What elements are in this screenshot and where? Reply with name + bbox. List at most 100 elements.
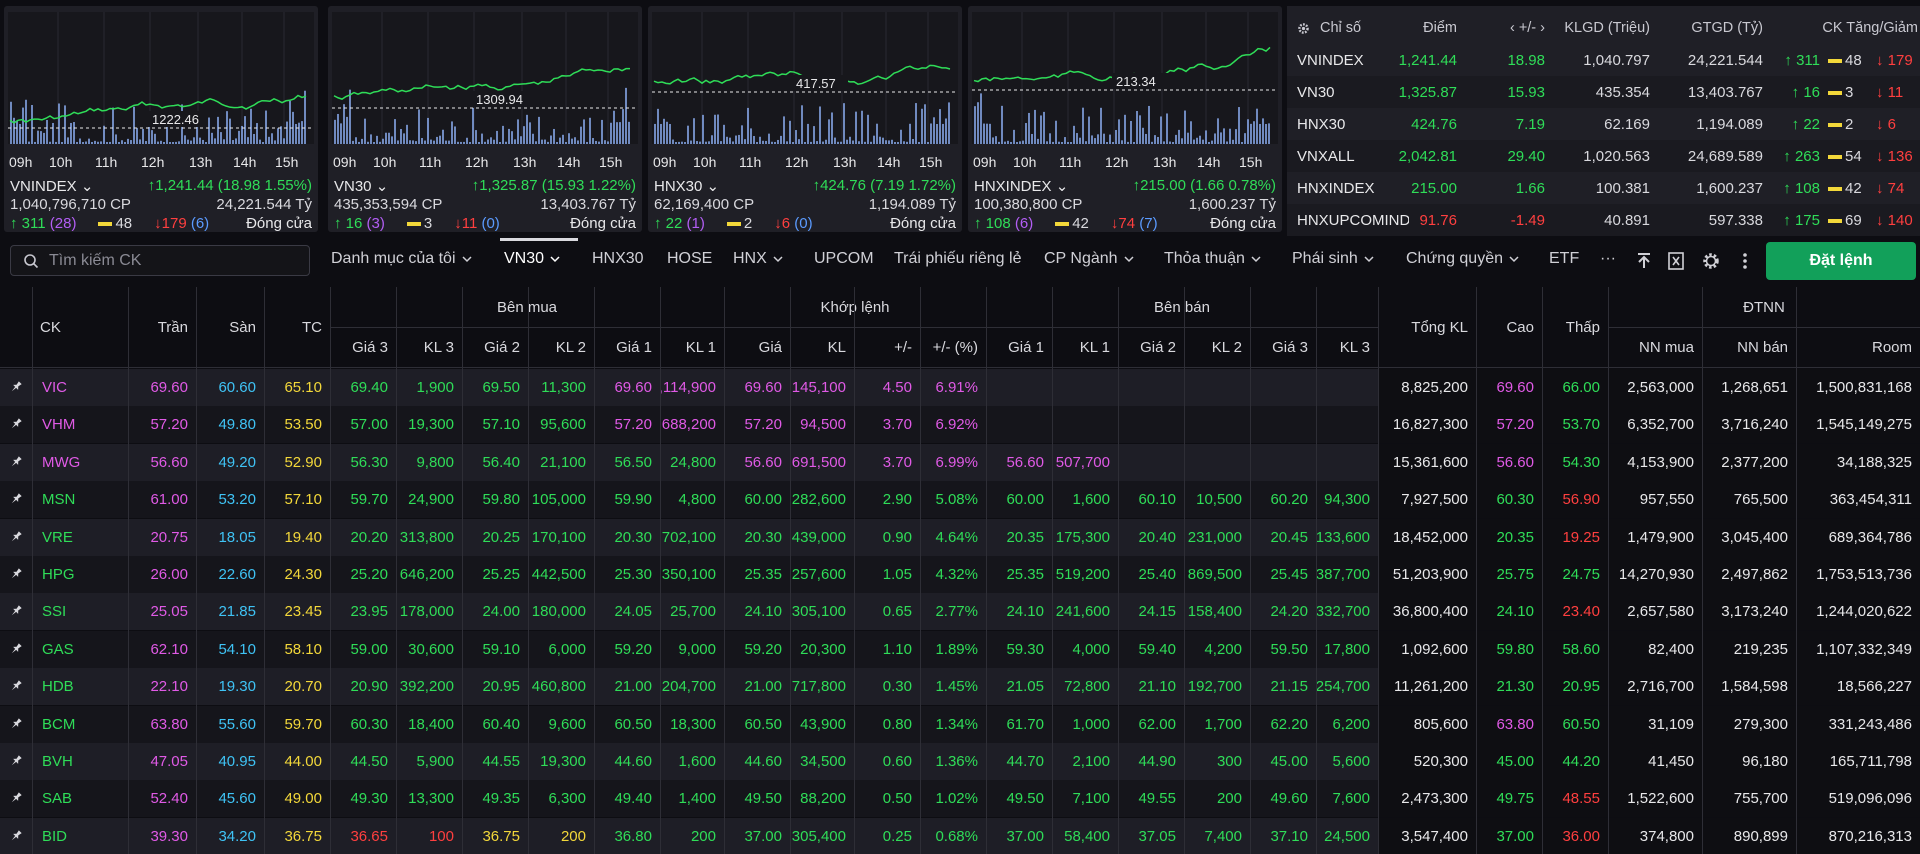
cell-ck[interactable]: SAB	[42, 790, 73, 808]
summary-row-vn30[interactable]: VN30 1,325.87 15.93 435.354 13,403.767 ↑ 16 3 ↓…	[1287, 76, 1920, 108]
table-row[interactable]: HPG 26.00 22.60 24.30 25.20 646,200 25.25 442,5…	[0, 556, 1920, 593]
table-row[interactable]: SSI 25.05 21.85 23.45 23.95 178,000 24.00 180,0…	[0, 593, 1920, 631]
table-row[interactable]: VRE 20.75 18.05 19.40 20.20 313,800 20.25 170,1…	[0, 518, 1920, 556]
table-row[interactable]: MWG 56.60 49.20 52.90 56.30 9,800 56.40 21,100 5…	[0, 443, 1920, 481]
column-header-ref[interactable]: TC	[302, 318, 322, 336]
index-card-vn30[interactable]: 1309.94 09h 10h 11h 12h 13h 14h 15h VN30 ⌄ ↑1,325…	[328, 6, 642, 232]
summary-row-vnindex[interactable]: VNINDEX 1,241.44 18.98 1,040.797 24,221.544 ↑…	[1287, 44, 1920, 76]
column-header-nn_sell[interactable]: NN bán	[1737, 338, 1788, 356]
summary-settings[interactable]: Chỉ số	[1297, 20, 1361, 36]
index-card-vnindex[interactable]: 1222.46 09h 10h 11h 12h 13h 14h 15h VNINDEX ⌄ ↑1,…	[4, 6, 318, 232]
column-header-low[interactable]: Thấp	[1565, 318, 1600, 336]
cell-ck[interactable]: GAS	[42, 640, 74, 658]
tab-hnx30[interactable]: HNX30	[592, 250, 644, 268]
pin-icon[interactable]	[9, 530, 23, 544]
tab-etf[interactable]: ETF	[1549, 250, 1579, 268]
column-header-sk2[interactable]: KL 2	[1211, 338, 1242, 356]
column-header-ceil[interactable]: Trần	[157, 318, 188, 336]
table-row[interactable]: HDB 22.10 19.30 20.70 20.90 392,200 20.95 460,8…	[0, 668, 1920, 706]
pin-icon[interactable]	[9, 791, 23, 805]
table-row[interactable]: SAB 52.40 45.60 49.00 49.30 13,300 49.35 6,300 4…	[0, 780, 1920, 818]
tab-vn30[interactable]: VN30	[504, 250, 560, 268]
cell-ck[interactable]: BCM	[42, 715, 76, 733]
pin-icon[interactable]	[9, 492, 23, 506]
pin-icon[interactable]	[9, 642, 23, 656]
pin-icon[interactable]	[9, 455, 23, 469]
index-name-select[interactable]: VNINDEX ⌄	[10, 177, 93, 195]
cell-ck[interactable]: BVH	[42, 753, 73, 770]
place-order-button[interactable]: Đặt lệnh	[1766, 242, 1916, 280]
index-name-select[interactable]: VN30 ⌄	[334, 177, 388, 195]
tab-derivatives[interactable]: Phái sinh	[1292, 250, 1374, 268]
column-header-bk2[interactable]: KL 2	[555, 338, 586, 356]
table-row[interactable]: BVH 47.05 40.95 44.00 44.50 5,900 44.55 19,300 4…	[0, 743, 1920, 780]
column-header-s3[interactable]: Giá 3	[1272, 338, 1308, 356]
index-card-hnxindex[interactable]: 213.34 09h 10h 11h 12h 13h 14h 15h HNXINDEX ⌄ ↑21…	[968, 6, 1282, 232]
cell-ck[interactable]: MWG	[42, 453, 81, 471]
cell-ck[interactable]: VIC	[42, 379, 68, 396]
column-header-floor[interactable]: Sàn	[229, 318, 256, 336]
cell-ck[interactable]: VRE	[42, 528, 73, 546]
pin-icon[interactable]	[9, 604, 23, 618]
column-header-bk3[interactable]: KL 3	[423, 338, 454, 356]
tab-negotiated[interactable]: Thỏa thuận	[1164, 250, 1261, 268]
cell-ck[interactable]: BID	[42, 827, 68, 845]
summary-row-hnxindex[interactable]: HNXINDEX 215.00 1.66 100.381 1,600.237 ↑ 108 4…	[1287, 172, 1920, 204]
column-header-b2[interactable]: Giá 2	[484, 338, 520, 356]
table-row[interactable]: BID 39.30 34.20 36.75 36.65 100 36.75 200 36.80 2…	[0, 817, 1920, 854]
cell-ck[interactable]: SSI	[42, 603, 67, 621]
pin-icon[interactable]	[9, 380, 23, 394]
tab-more[interactable]: ···	[1600, 250, 1616, 268]
table-row[interactable]: GAS 62.10 54.10 58.10 59.00 30,600 59.10 6,000 5…	[0, 630, 1920, 668]
column-header-s1[interactable]: Giá 1	[1008, 338, 1044, 356]
pin-icon[interactable]	[9, 679, 23, 693]
pin-up-icon[interactable]	[1634, 251, 1654, 271]
table-row[interactable]: VIC 69.60 60.60 65.10 69.40 1,900 69.50 11,300 6…	[0, 369, 1920, 406]
summary-row-vnxall[interactable]: VNXALL 2,042.81 29.40 1,020.563 24,689.589 ↑ …	[1287, 140, 1920, 172]
column-header-bk1[interactable]: KL 1	[685, 338, 716, 356]
tab-private-bonds[interactable]: Trái phiếu riêng lẻ	[894, 250, 1021, 268]
table-row[interactable]: MSN 61.00 53.20 57.10 59.70 24,900 59.80 105,00…	[0, 481, 1920, 519]
column-header-price[interactable]: Giá	[758, 338, 782, 356]
table-row[interactable]: VHM 57.20 49.80 53.50 57.00 19,300 57.10 95,600…	[0, 406, 1920, 444]
column-header-vol[interactable]: KL	[827, 338, 846, 356]
column-header-high[interactable]: Cao	[1506, 318, 1534, 336]
pin-icon[interactable]	[9, 754, 23, 768]
cell-ck[interactable]: HPG	[42, 566, 75, 583]
column-header-sk1[interactable]: KL 1	[1079, 338, 1110, 356]
column-header-sk3[interactable]: KL 3	[1339, 338, 1370, 356]
summary-row-hnx30[interactable]: HNX30 424.76 7.19 62.169 1,194.089 ↑ 22 2 ↓ 6	[1287, 108, 1920, 140]
search-box[interactable]	[10, 245, 310, 276]
excel-export-icon[interactable]	[1666, 251, 1686, 271]
index-card-hnx30[interactable]: 417.57 09h 10h 11h 12h 13h 14h 15h HNX30 ⌄ ↑424.7…	[648, 6, 962, 232]
index-name-select[interactable]: HNX30 ⌄	[654, 177, 719, 195]
cell-ck[interactable]: VHM	[42, 416, 76, 434]
tab-hose[interactable]: HOSE	[667, 250, 712, 268]
tab-my-watchlist[interactable]: Danh mục của tôi	[331, 250, 472, 268]
column-header-nn_buy[interactable]: NN mua	[1638, 338, 1694, 356]
cell-ck[interactable]: MSN	[42, 491, 76, 509]
summary-header-change[interactable]: ‹ +/- ›	[1510, 20, 1545, 36]
column-header-ck[interactable]: CK	[40, 318, 61, 336]
column-header-s2[interactable]: Giá 2	[1140, 338, 1176, 356]
cell-ck[interactable]: HDB	[42, 678, 74, 696]
more-vertical-icon[interactable]	[1735, 251, 1755, 271]
column-header-pct[interactable]: +/- (%)	[932, 338, 978, 356]
pin-icon[interactable]	[9, 829, 23, 843]
tab-hnx[interactable]: HNX	[733, 250, 783, 268]
column-header-b3[interactable]: Giá 3	[352, 338, 388, 356]
tab-industry[interactable]: CP Ngành	[1044, 250, 1134, 268]
column-header-b1[interactable]: Giá 1	[616, 338, 652, 356]
summary-row-hnxupcominde[interactable]: HNXUPCOMINDE 91.76 -1.49 40.891 597.338 ↑ 175…	[1287, 204, 1920, 236]
pin-icon[interactable]	[9, 567, 23, 581]
pin-icon[interactable]	[9, 417, 23, 431]
tab-warrants[interactable]: Chứng quyền	[1406, 250, 1519, 268]
column-header-chg[interactable]: +/-	[894, 338, 912, 356]
tab-upcom[interactable]: UPCOM	[814, 250, 874, 268]
settings-gear-icon[interactable]	[1701, 251, 1721, 271]
pin-icon[interactable]	[9, 717, 23, 731]
index-name-select[interactable]: HNXINDEX ⌄	[974, 177, 1068, 195]
search-input[interactable]	[49, 251, 299, 270]
table-row[interactable]: BCM 63.80 55.60 59.70 60.30 18,400 60.40 9,600 6…	[0, 705, 1920, 743]
column-header-room[interactable]: Room	[1871, 338, 1912, 356]
